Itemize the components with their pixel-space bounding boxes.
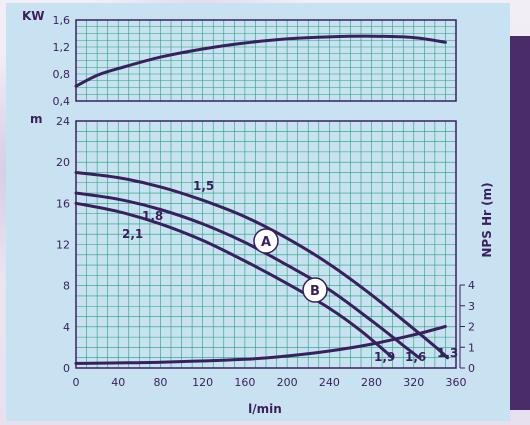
marker-a-label: A <box>261 235 271 250</box>
x-tick-label: 160 <box>234 376 255 389</box>
x-tick-label: 0 <box>73 376 80 389</box>
curve-label-1-8: 1,8 <box>142 209 163 223</box>
power-axis-label: KW <box>22 9 45 23</box>
head-y-tick-label: 16 <box>56 197 70 210</box>
power-chart-axes: 1,6 1,2 0,8 0,4 <box>53 14 71 108</box>
curve-label-1-5: 1,5 <box>193 179 214 193</box>
x-tick-label: 40 <box>111 376 125 389</box>
x-tick-label: 280 <box>361 376 382 389</box>
head-chart-curves <box>74 171 450 365</box>
x-tick-label: 320 <box>403 376 424 389</box>
head-curve-2 <box>74 201 395 360</box>
x-tick-label: 360 <box>446 376 467 389</box>
head-y-tick-label: 24 <box>56 115 70 128</box>
power-y-tick-label: 1,2 <box>53 41 71 54</box>
x-tick-label: 240 <box>319 376 340 389</box>
x-tick-label: 120 <box>192 376 213 389</box>
head-y-tick-label: 8 <box>63 280 70 293</box>
x-axis-label: l/min <box>248 402 282 416</box>
head-curve-0 <box>74 171 450 360</box>
power-y-tick-label: 1,6 <box>53 14 71 27</box>
power-y-tick-label: 0,4 <box>53 95 71 108</box>
power-chart-curves <box>74 34 447 88</box>
head-y-tick-label: 12 <box>56 239 70 252</box>
nps-y-tick-label: 4 <box>468 279 475 292</box>
right-accent-bar <box>510 36 530 410</box>
power-chart-grid <box>75 19 457 102</box>
chart-panel <box>6 3 510 421</box>
curve-end-label-1-3: 1,3 <box>437 346 458 360</box>
power-y-tick-label: 0,8 <box>53 68 71 81</box>
marker-b-circle <box>302 277 328 303</box>
power-curve <box>74 34 447 88</box>
nps-curve <box>74 325 447 365</box>
x-tick-label: 200 <box>277 376 298 389</box>
marker-b-label: B <box>310 284 320 299</box>
nps-y-tick-label: 0 <box>468 362 475 375</box>
power-frame <box>75 19 457 102</box>
nps-y-tick-label: 3 <box>468 300 475 313</box>
marker-a-circle <box>253 228 279 254</box>
nps-y-tick-label: 1 <box>468 341 475 354</box>
x-tick-label: 80 <box>153 376 167 389</box>
head-frame <box>75 120 457 369</box>
nps-axis-label: NPS Hr (m) <box>480 182 494 257</box>
curve-label-2-1: 2,1 <box>122 227 143 241</box>
head-axis-label: m <box>30 112 43 126</box>
nps-y-tick-label: 2 <box>468 321 475 334</box>
head-y-tick-label: 0 <box>63 362 70 375</box>
head-y-tick-label: 20 <box>56 156 70 169</box>
head-y-tick-label: 4 <box>63 321 70 334</box>
curve-end-label-1-6: 1,6 <box>405 350 426 364</box>
curve-end-label-1-9: 1,9 <box>374 350 395 364</box>
